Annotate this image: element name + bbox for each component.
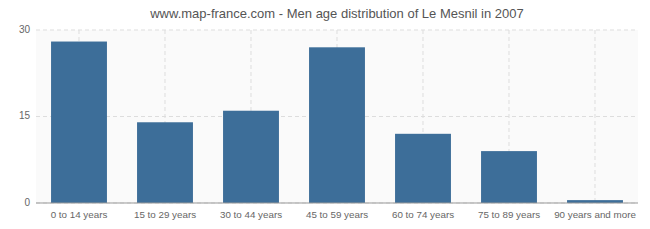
bar (137, 122, 193, 203)
chart-container: 0 15 30 0 to 14 years 15 to 29 years 30 to 44… (0, 0, 650, 229)
bar (223, 111, 279, 203)
x-tick-label: 60 to 74 years (392, 209, 454, 220)
bar (309, 47, 365, 203)
x-tick-label: 0 to 14 years (51, 209, 108, 220)
plot-background (36, 30, 638, 203)
bar (481, 151, 537, 203)
y-axis: 0 15 30 (19, 24, 31, 208)
y-tick-label: 0 (24, 197, 30, 208)
grid (36, 30, 638, 203)
chart-title: www.map-france.com - Men age distributio… (149, 6, 524, 21)
x-axis: 0 to 14 years 15 to 29 years 30 to 44 year… (51, 209, 637, 220)
bars (51, 42, 623, 203)
grid-line-y (36, 203, 638, 204)
x-tick-label: 90 years and more (554, 209, 636, 220)
y-tick-label: 15 (19, 110, 31, 121)
x-tick-label: 45 to 59 years (306, 209, 368, 220)
x-tick-label: 15 to 29 years (134, 209, 196, 220)
bar (395, 134, 451, 203)
x-tick-label: 30 to 44 years (220, 209, 282, 220)
grid-line-x (595, 30, 596, 203)
y-tick-label: 30 (19, 24, 31, 35)
x-tick-label: 75 to 89 years (478, 209, 540, 220)
bar (51, 42, 107, 203)
axis-baseline (36, 203, 638, 204)
chart-svg: 0 15 30 0 to 14 years 15 to 29 years 30 to 44… (0, 0, 650, 229)
